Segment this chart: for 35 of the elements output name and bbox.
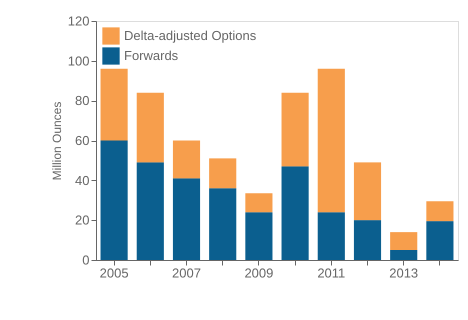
y-tick-label: 80 [75, 93, 90, 108]
x-tick-label: 2009 [244, 266, 274, 280]
bar [100, 68, 128, 140]
legend-label: Forwards [124, 48, 179, 63]
bar [354, 220, 382, 260]
bar [282, 166, 309, 260]
y-tick-label: 120 [68, 14, 90, 28]
bar [390, 250, 418, 260]
bar [245, 212, 272, 260]
x-tick-label: 2011 [317, 266, 346, 280]
bar [318, 68, 345, 212]
bar [390, 232, 418, 250]
y-tick-label: 40 [75, 172, 90, 188]
bar [245, 193, 272, 212]
x-tick-label: 2007 [172, 266, 201, 280]
bar [354, 162, 382, 220]
y-tick-label: 0 [82, 252, 90, 268]
x-tick-label: 2013 [389, 266, 418, 280]
bar [282, 92, 309, 166]
bar [136, 162, 164, 260]
bar [100, 140, 128, 260]
legend-label: Delta-adjusted Options [124, 28, 257, 43]
bar [426, 201, 454, 222]
y-axis-title: Million Ounces [50, 102, 64, 180]
y-tick-label: 100 [68, 53, 90, 68]
bar [426, 221, 454, 260]
bar [209, 188, 236, 260]
y-tick-label: 20 [75, 212, 90, 228]
x-tick-label: 2005 [100, 266, 129, 280]
bar [136, 92, 164, 162]
bar [172, 178, 200, 260]
bar [172, 140, 200, 178]
y-tick-label: 60 [75, 133, 90, 148]
bar [209, 158, 236, 188]
bar [318, 212, 345, 260]
